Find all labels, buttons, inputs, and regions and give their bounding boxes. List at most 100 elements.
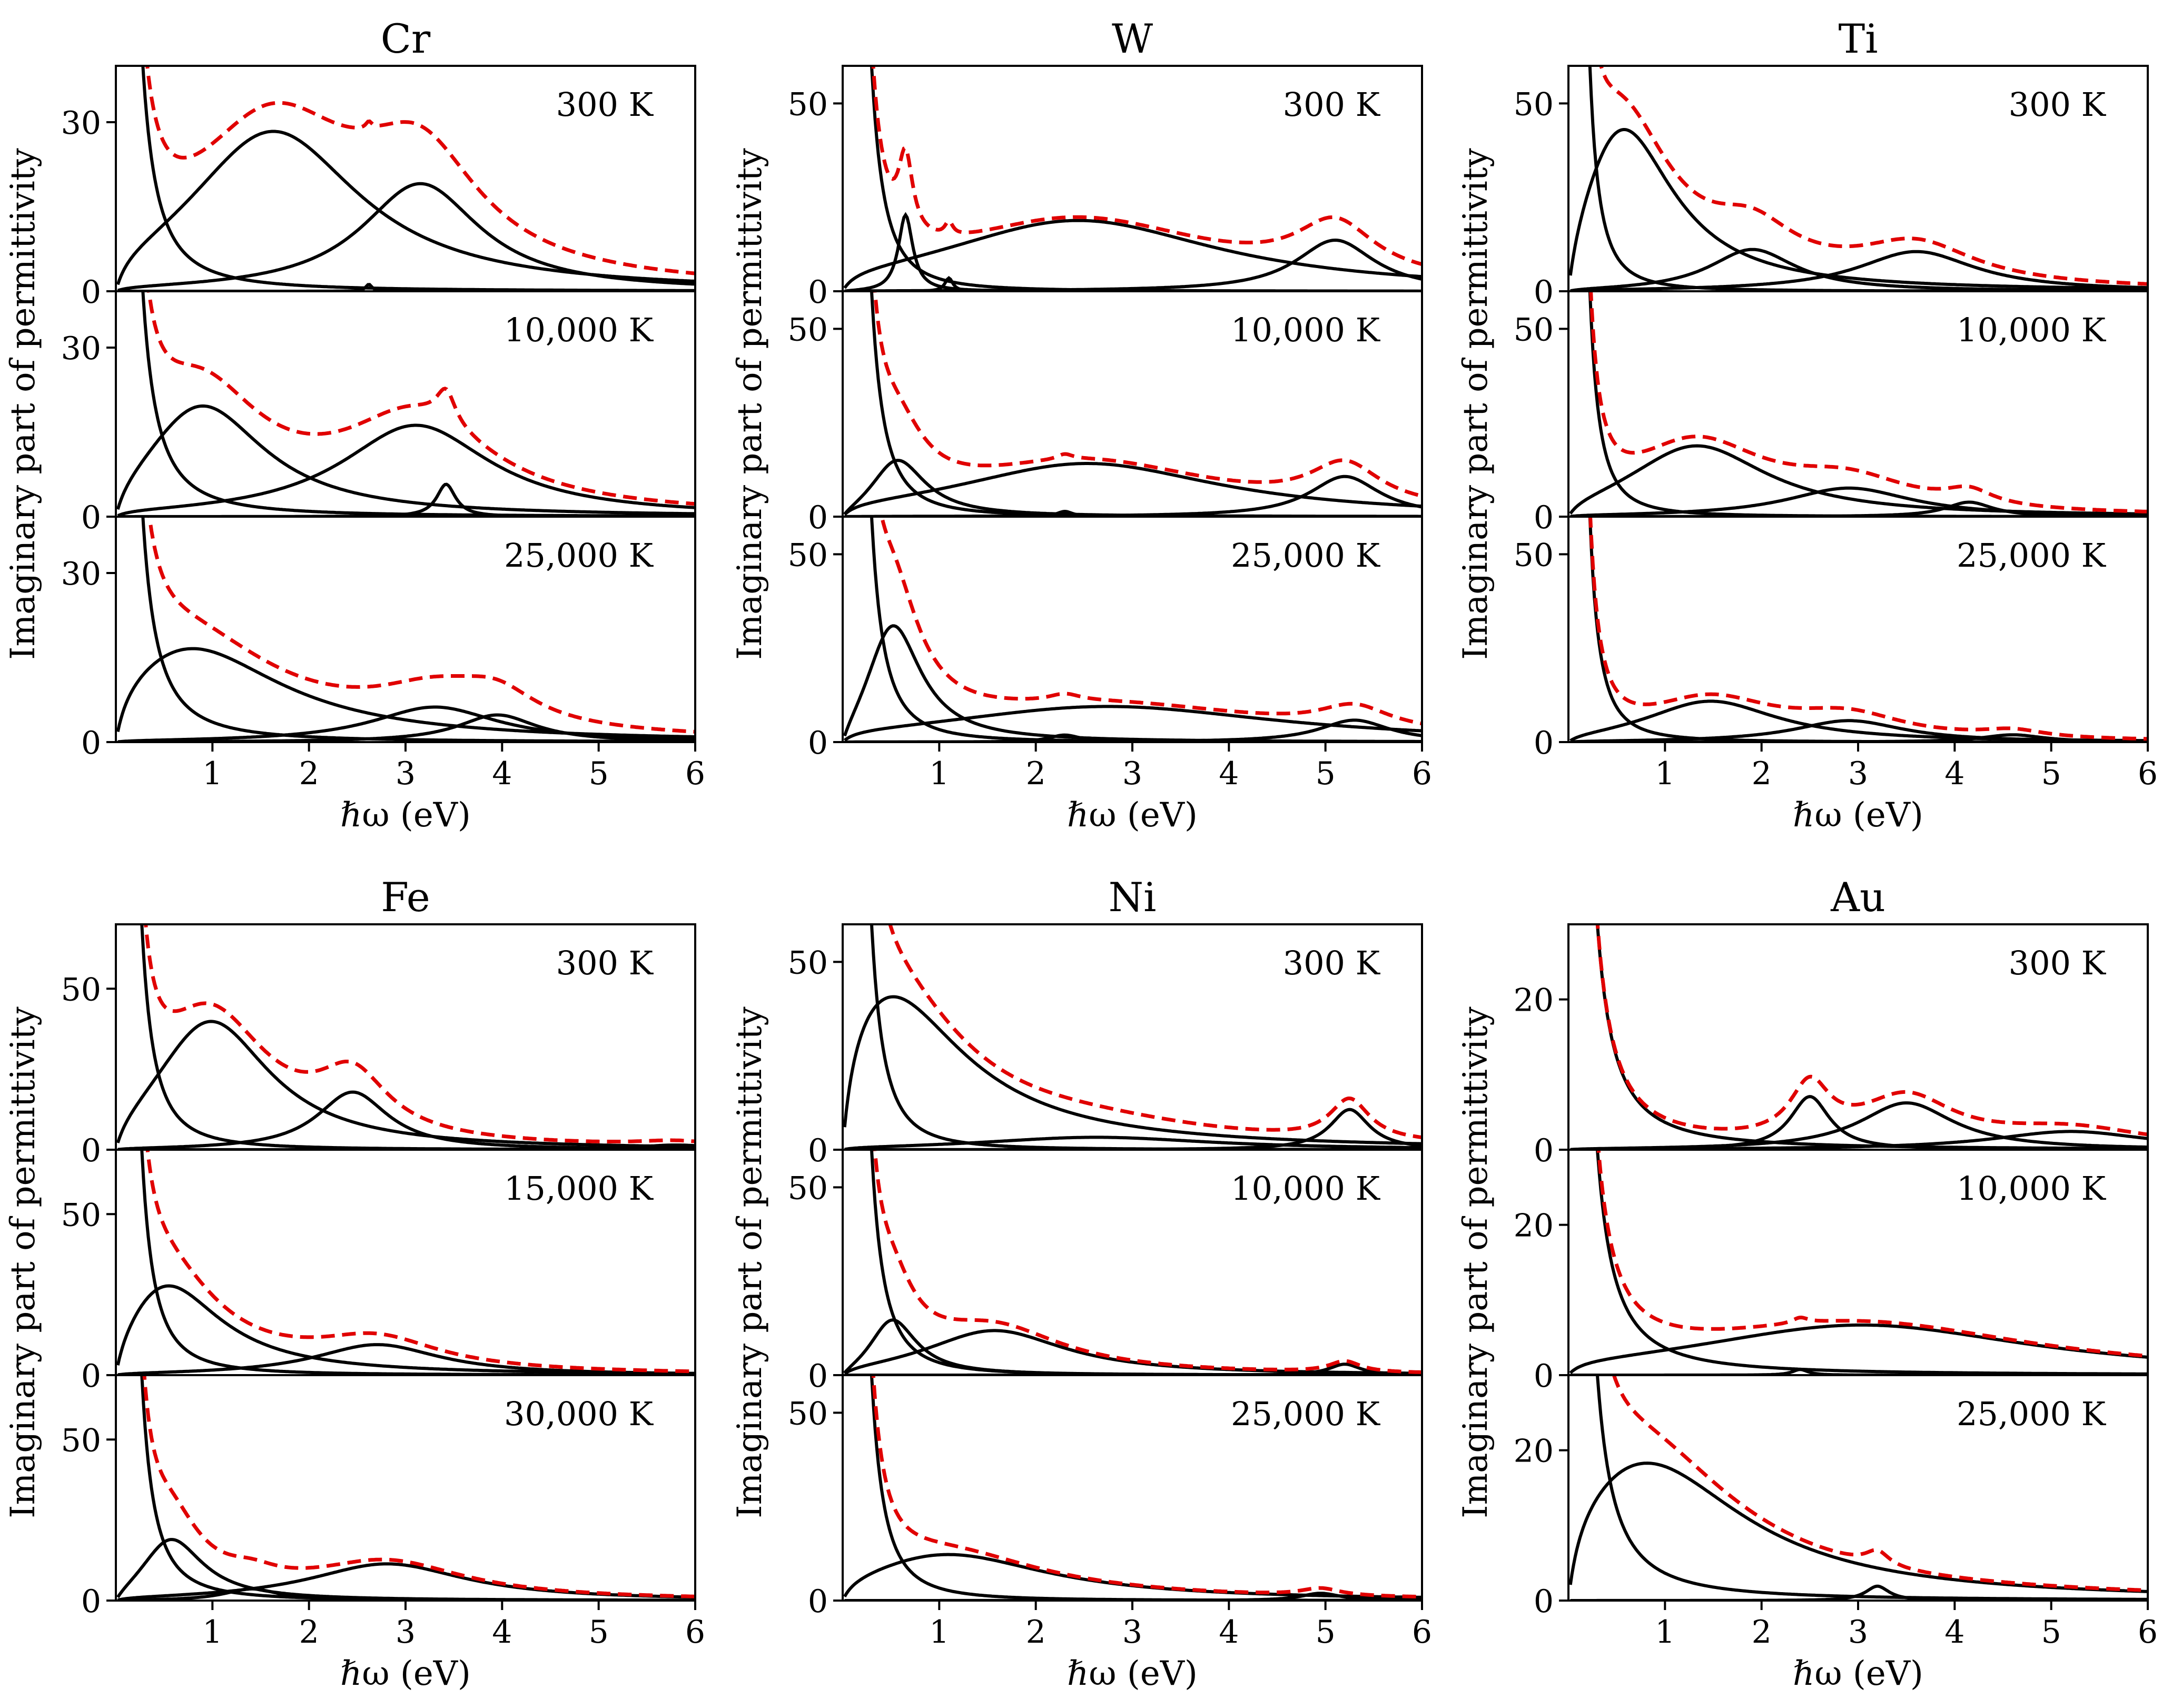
x-tick-label: 4 (1219, 1614, 1239, 1651)
y-tick-label: 0 (1534, 725, 1554, 762)
total-permittivity-line (880, 517, 1422, 726)
oscillator-component-line (1570, 250, 2148, 291)
total-permittivity-line (873, 291, 1422, 498)
x-tick-label: 2 (299, 755, 319, 792)
subplot-au-2: 0 20 25,000 K 1 2 3 4 5 6 (1514, 1374, 2158, 1651)
drude-component-line (140, 1150, 695, 1375)
temperature-label: 300 K (1283, 85, 1381, 124)
x-tick-label: 3 (1122, 1614, 1142, 1651)
y-tick-label: 0 (1534, 1583, 1554, 1620)
total-permittivity-line (1612, 1375, 2148, 1593)
y-tick-label: 0 (808, 1583, 828, 1620)
y-tick-label: 0 (81, 725, 101, 762)
x-axis-label: ℏω (eV) (1793, 796, 1923, 835)
x-tick-label: 1 (202, 755, 222, 792)
temperature-label: 300 K (556, 85, 654, 124)
x-tick-label: 6 (2138, 1614, 2158, 1651)
x-axis-label: ℏω (eV) (1067, 796, 1198, 835)
drude-component-line (141, 517, 695, 742)
x-tick-label: 3 (1848, 1614, 1868, 1651)
y-tick-label: 0 (81, 274, 101, 311)
x-tick-label: 2 (1752, 1614, 1772, 1651)
x-tick-label: 3 (1122, 755, 1142, 792)
temperature-label: 300 K (1283, 944, 1381, 982)
drude-component-line (1595, 1150, 2148, 1375)
temperature-label: 10,000 K (1231, 311, 1381, 349)
x-tick-label: 5 (1316, 1614, 1336, 1651)
subplot-ni-0: 0 50 300 K (788, 923, 1423, 1169)
subplot-w-1: 0 50 10,000 K (788, 290, 1423, 536)
temperature-label: 25,000 K (1231, 1395, 1381, 1433)
x-tick-label: 5 (589, 755, 609, 792)
oscillator-component-line (1569, 444, 2148, 516)
y-tick-label: 0 (808, 1358, 828, 1395)
x-tick-label: 5 (2041, 755, 2061, 792)
x-tick-label: 1 (1655, 1614, 1675, 1651)
chart-title: Ni (1109, 874, 1157, 921)
y-tick-label: 0 (1534, 499, 1554, 536)
total-permittivity-line (1596, 1150, 2148, 1358)
oscillator-component-line (1569, 1323, 2148, 1375)
total-permittivity-line (873, 1150, 1422, 1374)
chart-title: Cr (381, 15, 431, 62)
temperature-label: 10,000 K (1957, 311, 2107, 349)
oscillator-component-line (116, 404, 695, 516)
y-tick-label: 0 (1534, 1132, 1554, 1169)
y-tick-label: 50 (61, 1197, 101, 1233)
chart-ti: Ti Imaginary part of permittivity ℏω (eV) 0… (1456, 15, 2158, 835)
y-tick-label: 0 (808, 1132, 828, 1169)
temperature-label: 15,000 K (504, 1169, 654, 1208)
total-permittivity-line (144, 924, 695, 1143)
y-tick-label: 50 (1514, 311, 1554, 348)
x-tick-label: 5 (589, 1614, 609, 1651)
y-axis-label: Imaginary part of permittivity (1456, 148, 1495, 659)
x-tick-label: 4 (1944, 1614, 1964, 1651)
chart-title: Fe (381, 874, 430, 921)
total-permittivity-line (1589, 291, 2148, 514)
oscillator-component-line (844, 1329, 1422, 1375)
total-permittivity-line (147, 517, 695, 734)
x-tick-label: 2 (1026, 1614, 1046, 1651)
total-permittivity-line (888, 924, 1422, 1140)
x-tick-label: 6 (1412, 1614, 1432, 1651)
subplot-au-1: 0 20 10,000 K (1514, 1149, 2149, 1395)
x-axis-label: ℏω (eV) (1067, 1654, 1198, 1693)
subplot-cr-0: 0 30 300 K (61, 65, 696, 311)
y-axis-label: Imaginary part of permittivity (4, 1006, 43, 1518)
temperature-label: 25,000 K (1957, 536, 2107, 575)
x-tick-label: 4 (1944, 755, 1964, 792)
x-tick-label: 1 (929, 1614, 949, 1651)
oscillator-component-line (117, 423, 695, 517)
temperature-label: 10,000 K (1957, 1169, 2107, 1208)
y-tick-label: 0 (81, 1132, 101, 1169)
subplot-fe-1: 0 50 15,000 K (61, 1149, 696, 1395)
subplot-cr-2: 0 30 25,000 K 1 2 3 4 5 6 (61, 516, 705, 792)
oscillator-component-line (843, 705, 1422, 742)
x-tick-label: 6 (2138, 755, 2158, 792)
drude-component-line (141, 291, 695, 517)
total-permittivity-line (1599, 66, 2148, 286)
drude-component-line (870, 517, 1422, 742)
y-tick-label: 20 (1514, 1208, 1554, 1245)
oscillator-component-line (1570, 486, 2148, 517)
y-tick-label: 0 (81, 1583, 101, 1620)
total-permittivity-line (147, 291, 695, 506)
y-tick-label: 0 (808, 274, 828, 311)
x-tick-label: 4 (1219, 755, 1239, 792)
chart-title: W (1112, 15, 1153, 62)
y-axis-label: Imaginary part of permittivity (730, 148, 769, 659)
x-tick-label: 1 (1655, 755, 1675, 792)
x-tick-label: 5 (2041, 1614, 2061, 1651)
y-tick-label: 0 (808, 725, 828, 762)
drude-component-line (1595, 1375, 2148, 1601)
temperature-label: 10,000 K (1231, 1169, 1381, 1208)
subplot-fe-2: 0 50 30,000 K 1 2 3 4 5 6 (61, 1374, 705, 1651)
temperature-label: 300 K (556, 944, 654, 982)
x-tick-label: 3 (396, 755, 416, 792)
y-tick-label: 0 (81, 499, 101, 536)
subplot-ni-2: 0 50 25,000 K 1 2 3 4 5 6 (788, 1374, 1432, 1651)
x-tick-label: 2 (299, 1614, 319, 1651)
